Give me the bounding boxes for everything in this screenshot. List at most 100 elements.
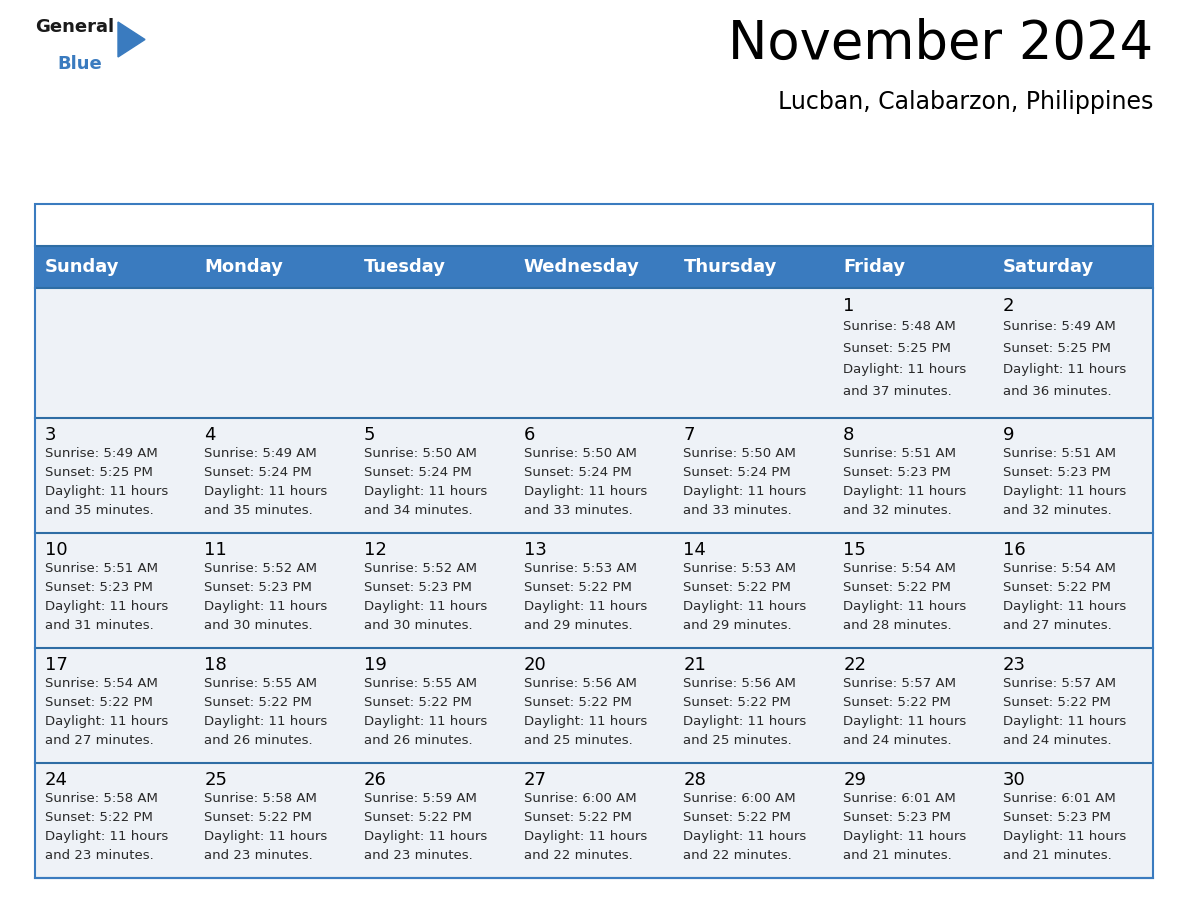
Text: and 29 minutes.: and 29 minutes. (683, 619, 792, 632)
Text: 16: 16 (1003, 541, 1025, 559)
Text: Daylight: 11 hours: Daylight: 11 hours (524, 485, 647, 498)
Text: and 24 minutes.: and 24 minutes. (1003, 733, 1112, 746)
Text: Sunset: 5:22 PM: Sunset: 5:22 PM (524, 811, 632, 823)
Text: Sunrise: 5:57 AM: Sunrise: 5:57 AM (843, 677, 956, 689)
Bar (674, 246, 834, 288)
Text: and 22 minutes.: and 22 minutes. (683, 848, 792, 862)
Text: and 21 minutes.: and 21 minutes. (1003, 848, 1112, 862)
Text: Sunset: 5:24 PM: Sunset: 5:24 PM (683, 465, 791, 478)
Text: Sunset: 5:25 PM: Sunset: 5:25 PM (45, 465, 152, 478)
Text: Sunrise: 5:54 AM: Sunrise: 5:54 AM (843, 562, 956, 575)
Text: Sunset: 5:22 PM: Sunset: 5:22 PM (364, 696, 472, 709)
Text: Sunset: 5:25 PM: Sunset: 5:25 PM (843, 341, 952, 355)
Text: 9: 9 (1003, 426, 1015, 444)
Text: and 30 minutes.: and 30 minutes. (204, 619, 312, 632)
Text: Sunrise: 5:49 AM: Sunrise: 5:49 AM (1003, 320, 1116, 333)
Text: Sunset: 5:22 PM: Sunset: 5:22 PM (204, 811, 312, 823)
Text: and 36 minutes.: and 36 minutes. (1003, 385, 1112, 397)
Text: Daylight: 11 hours: Daylight: 11 hours (843, 715, 966, 728)
Text: 4: 4 (204, 426, 216, 444)
Text: and 25 minutes.: and 25 minutes. (683, 733, 792, 746)
Text: Daylight: 11 hours: Daylight: 11 hours (45, 599, 168, 612)
Text: Sunset: 5:22 PM: Sunset: 5:22 PM (683, 581, 791, 594)
Text: Sunset: 5:22 PM: Sunset: 5:22 PM (45, 811, 152, 823)
Text: Sunrise: 5:49 AM: Sunrise: 5:49 AM (204, 447, 317, 460)
Text: Sunset: 5:22 PM: Sunset: 5:22 PM (364, 811, 472, 823)
Text: Sunrise: 5:56 AM: Sunrise: 5:56 AM (524, 677, 637, 689)
Text: Sunset: 5:22 PM: Sunset: 5:22 PM (843, 696, 952, 709)
Text: Sunset: 5:23 PM: Sunset: 5:23 PM (1003, 465, 1111, 478)
Text: Sunrise: 5:56 AM: Sunrise: 5:56 AM (683, 677, 796, 689)
Text: and 23 minutes.: and 23 minutes. (364, 848, 473, 862)
Text: 30: 30 (1003, 771, 1025, 789)
Text: Sunday: Sunday (45, 258, 119, 276)
Text: Sunrise: 5:52 AM: Sunrise: 5:52 AM (364, 562, 478, 575)
Text: Daylight: 11 hours: Daylight: 11 hours (45, 715, 168, 728)
Text: Sunset: 5:24 PM: Sunset: 5:24 PM (524, 465, 632, 478)
Text: Friday: Friday (843, 258, 905, 276)
Text: 21: 21 (683, 656, 707, 674)
Bar (34, 418, 1154, 533)
Text: Daylight: 11 hours: Daylight: 11 hours (364, 485, 487, 498)
Text: Daylight: 11 hours: Daylight: 11 hours (683, 830, 807, 843)
Text: 8: 8 (843, 426, 854, 444)
Text: and 35 minutes.: and 35 minutes. (45, 504, 153, 517)
Text: Sunrise: 6:00 AM: Sunrise: 6:00 AM (524, 791, 637, 805)
Text: Lucban, Calabarzon, Philippines: Lucban, Calabarzon, Philippines (778, 90, 1154, 114)
Text: Daylight: 11 hours: Daylight: 11 hours (843, 830, 966, 843)
Text: Wednesday: Wednesday (524, 258, 639, 276)
Text: Sunset: 5:22 PM: Sunset: 5:22 PM (1003, 581, 1111, 594)
Text: Daylight: 11 hours: Daylight: 11 hours (364, 830, 487, 843)
Text: Sunrise: 5:50 AM: Sunrise: 5:50 AM (364, 447, 476, 460)
Text: Daylight: 11 hours: Daylight: 11 hours (843, 599, 966, 612)
Text: Daylight: 11 hours: Daylight: 11 hours (683, 485, 807, 498)
Text: 27: 27 (524, 771, 546, 789)
Bar (834, 246, 993, 288)
Text: and 23 minutes.: and 23 minutes. (204, 848, 314, 862)
Text: Daylight: 11 hours: Daylight: 11 hours (843, 364, 966, 376)
Text: Sunset: 5:22 PM: Sunset: 5:22 PM (843, 581, 952, 594)
Text: Saturday: Saturday (1003, 258, 1094, 276)
Text: General: General (34, 18, 114, 36)
Text: Sunrise: 6:01 AM: Sunrise: 6:01 AM (843, 791, 956, 805)
Text: Sunrise: 5:55 AM: Sunrise: 5:55 AM (204, 677, 317, 689)
Text: 22: 22 (843, 656, 866, 674)
Text: and 32 minutes.: and 32 minutes. (1003, 504, 1112, 517)
Text: and 27 minutes.: and 27 minutes. (1003, 619, 1112, 632)
Text: and 23 minutes.: and 23 minutes. (45, 848, 153, 862)
Text: Daylight: 11 hours: Daylight: 11 hours (843, 485, 966, 498)
Text: Sunrise: 6:01 AM: Sunrise: 6:01 AM (1003, 791, 1116, 805)
Text: Sunset: 5:23 PM: Sunset: 5:23 PM (204, 581, 312, 594)
Text: Sunset: 5:24 PM: Sunset: 5:24 PM (364, 465, 472, 478)
Text: Sunrise: 6:00 AM: Sunrise: 6:00 AM (683, 791, 796, 805)
Text: 19: 19 (364, 656, 387, 674)
Text: and 22 minutes.: and 22 minutes. (524, 848, 632, 862)
Text: Sunrise: 5:51 AM: Sunrise: 5:51 AM (45, 562, 158, 575)
Text: 15: 15 (843, 541, 866, 559)
Bar (34, 763, 1154, 878)
Bar (34, 533, 1154, 648)
Text: Sunset: 5:22 PM: Sunset: 5:22 PM (1003, 696, 1111, 709)
Text: and 31 minutes.: and 31 minutes. (45, 619, 153, 632)
Text: Monday: Monday (204, 258, 283, 276)
Text: and 33 minutes.: and 33 minutes. (683, 504, 792, 517)
Text: 29: 29 (843, 771, 866, 789)
Bar (34, 648, 1154, 763)
Text: Sunrise: 5:50 AM: Sunrise: 5:50 AM (683, 447, 796, 460)
Text: Daylight: 11 hours: Daylight: 11 hours (1003, 715, 1126, 728)
Text: and 35 minutes.: and 35 minutes. (204, 504, 314, 517)
Text: Daylight: 11 hours: Daylight: 11 hours (364, 599, 487, 612)
Text: Sunrise: 5:52 AM: Sunrise: 5:52 AM (204, 562, 317, 575)
Text: and 32 minutes.: and 32 minutes. (843, 504, 952, 517)
Text: Daylight: 11 hours: Daylight: 11 hours (364, 715, 487, 728)
Text: and 30 minutes.: and 30 minutes. (364, 619, 473, 632)
Text: and 33 minutes.: and 33 minutes. (524, 504, 632, 517)
Text: Sunset: 5:23 PM: Sunset: 5:23 PM (45, 581, 152, 594)
Text: Daylight: 11 hours: Daylight: 11 hours (1003, 599, 1126, 612)
Text: 1: 1 (843, 297, 854, 315)
Text: Sunset: 5:22 PM: Sunset: 5:22 PM (524, 696, 632, 709)
Text: and 25 minutes.: and 25 minutes. (524, 733, 632, 746)
Text: Daylight: 11 hours: Daylight: 11 hours (204, 715, 328, 728)
Text: Sunset: 5:23 PM: Sunset: 5:23 PM (843, 465, 952, 478)
Text: and 26 minutes.: and 26 minutes. (364, 733, 473, 746)
